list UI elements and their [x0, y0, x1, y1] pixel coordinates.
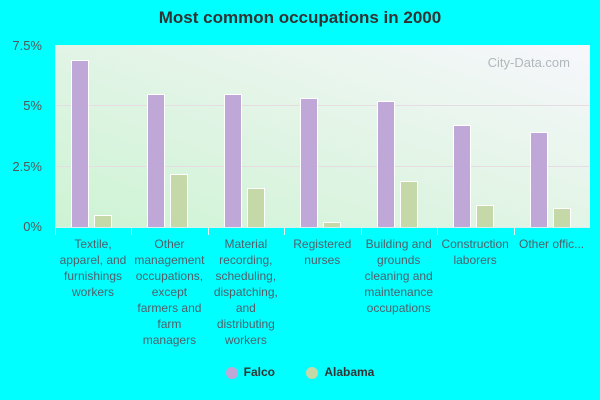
bar-alabama[interactable] [246, 188, 265, 227]
bar-alabama[interactable] [170, 173, 189, 227]
bar-falco[interactable] [529, 132, 548, 227]
legend: Falco Alabama [0, 364, 600, 379]
x-tick [207, 227, 209, 235]
x-tick [513, 227, 515, 235]
legend-swatch-icon [306, 366, 319, 379]
bar-falco[interactable] [376, 100, 395, 227]
bar-falco[interactable] [147, 93, 166, 227]
x-tick [360, 227, 362, 235]
bar-alabama[interactable] [399, 180, 418, 227]
gridline [55, 166, 590, 167]
bar-alabama[interactable] [476, 205, 495, 227]
bar-alabama[interactable] [552, 207, 571, 227]
x-tick [284, 227, 286, 235]
bar-alabama[interactable] [323, 222, 342, 227]
bar-falco[interactable] [223, 93, 242, 227]
bar-falco[interactable] [71, 59, 89, 227]
y-tick-5: 5% [23, 98, 42, 113]
x-category-label: Building and grounds cleaning and mainte… [364, 237, 434, 315]
gridline [55, 105, 590, 106]
x-category-label: Other offic... [518, 237, 585, 251]
y-tick-0: 0% [23, 219, 42, 234]
legend-item-alabama[interactable]: Alabama [306, 365, 374, 379]
legend-swatch-icon [225, 366, 238, 379]
x-tick [437, 227, 439, 235]
x-category-label: Textile, apparel, and furnishings worker… [59, 237, 127, 299]
plot-area: City-Data.com [55, 45, 590, 227]
x-category-label: Other management occupations, except far… [134, 237, 205, 347]
watermark: City-Data.com [487, 55, 570, 70]
bar-falco[interactable] [453, 125, 472, 227]
y-tick-2-5: 2.5% [12, 159, 42, 174]
x-tick [131, 227, 133, 235]
y-tick-7-5: 7.5% [12, 38, 42, 53]
x-category-label: Material recording, scheduling, dispatch… [213, 237, 278, 347]
legend-item-falco[interactable]: Falco [225, 365, 275, 379]
bar-falco[interactable] [300, 98, 319, 227]
x-tick [55, 227, 56, 235]
chart-title: Most common occupations in 2000 [158, 8, 442, 27]
x-category-label: Registered nurses [293, 237, 352, 267]
x-axis [55, 227, 590, 228]
bar-alabama[interactable] [94, 214, 112, 227]
x-category-label: Construction laborers [441, 237, 509, 267]
